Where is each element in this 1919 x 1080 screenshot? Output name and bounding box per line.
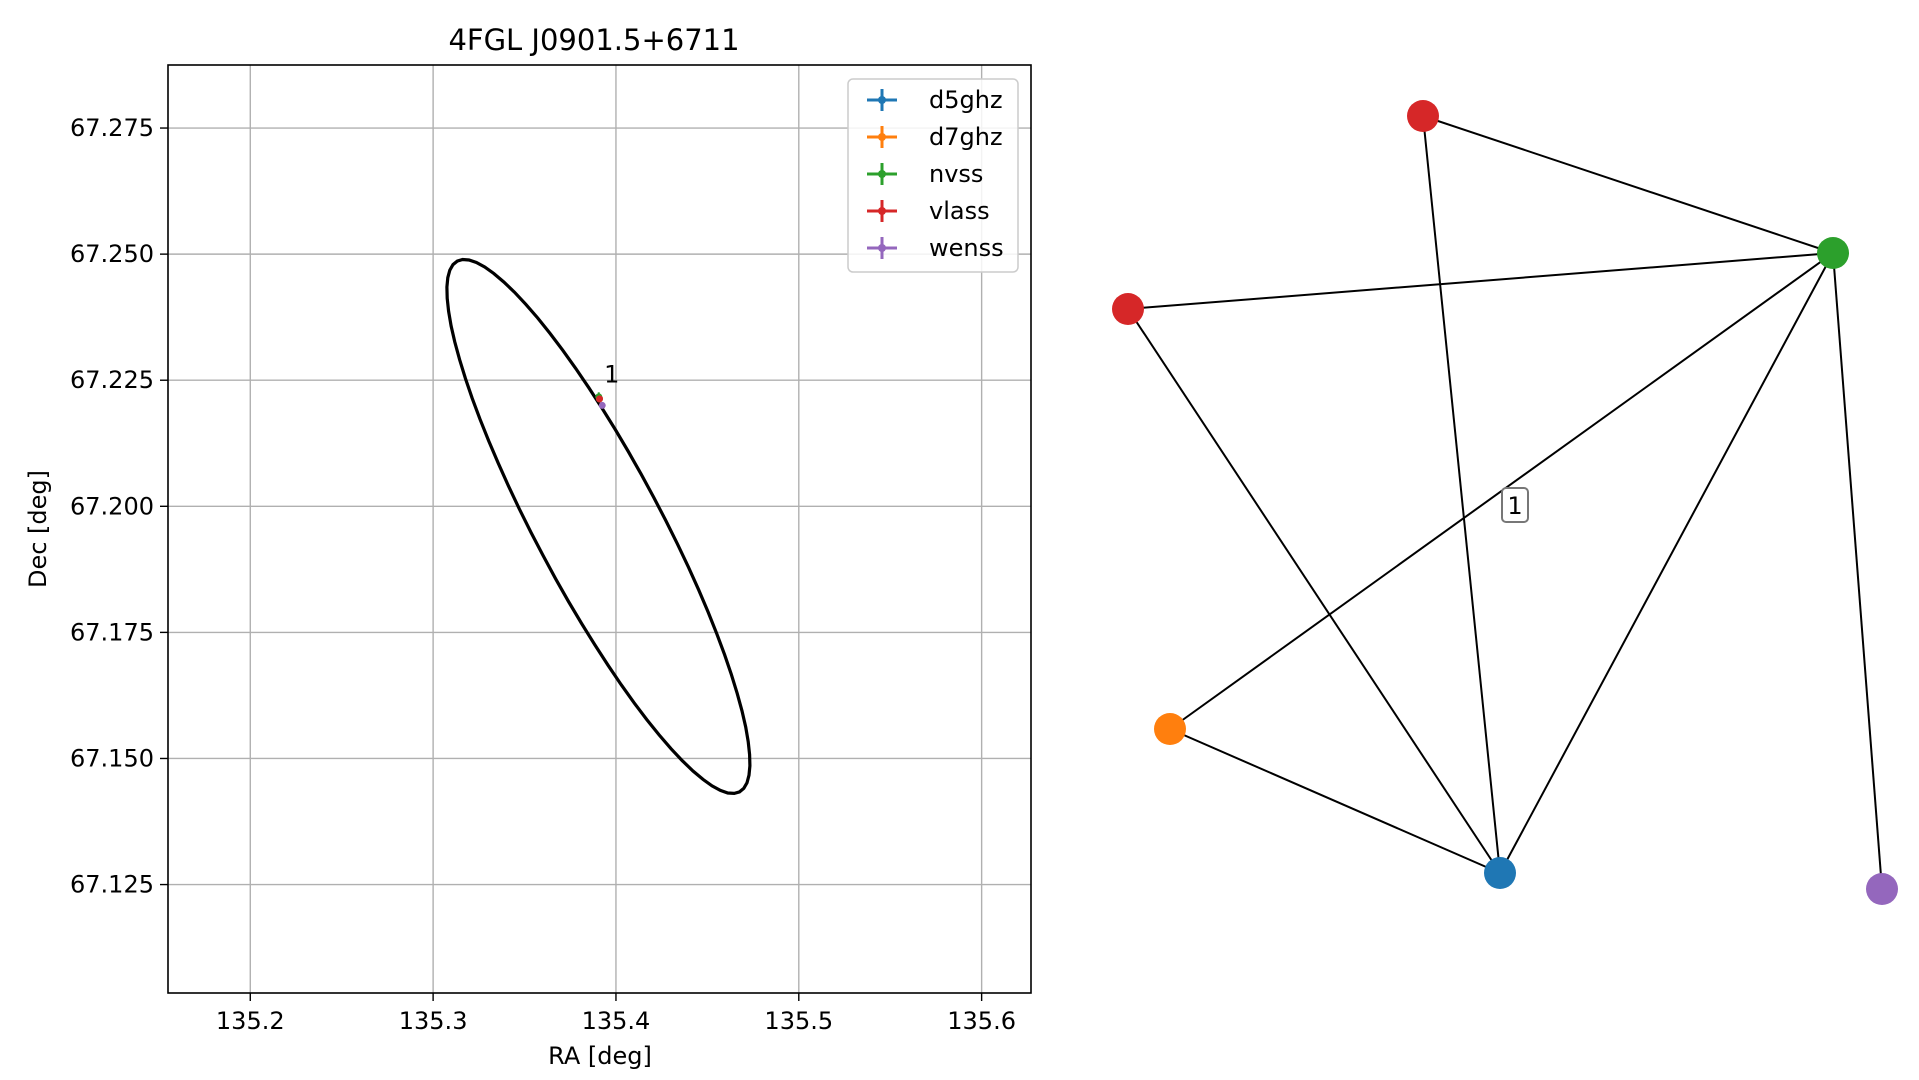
legend-label: d7ghz [929,123,1003,151]
edge-n-red-left-n-blue [1127,308,1501,874]
y-tick-label: 67.175 [70,618,154,646]
edge-n-blue-n-green [1499,252,1834,874]
node-n-blue [1484,857,1516,889]
legend-label: d5ghz [929,86,1003,114]
legend-entry-d5ghz: d5ghz [867,86,1003,114]
y-tick-label: 67.225 [70,366,154,394]
edge-n-green-n-purple [1832,252,1883,890]
legend-box [847,78,1019,273]
graph-nodes [1112,100,1898,905]
legend-swatch-dot [878,96,886,104]
legend-entry-nvss: nvss [867,160,983,188]
network-graph: 1 [1112,100,1898,905]
y-tick-label: 67.250 [70,240,154,268]
x-tick-label: 135.4 [582,1007,651,1035]
legend-entry-vlass: vlass [867,197,990,225]
edge-label-box [1501,487,1529,523]
x-tick-label: 135.2 [216,1007,285,1035]
legend-swatch-dot [878,170,886,178]
y-axis-ticks: 67.125 67.150 67.175 67.200 67.225 67.250 67.2… [70,114,168,899]
y-tick-label: 67.200 [70,492,154,520]
legend-label: nvss [929,160,983,188]
x-axis-label: RA [deg] [548,1042,652,1070]
plot-title: 4FGL J0901.5+6711 [448,23,739,57]
point-wenss [598,401,606,409]
y-tick-label: 67.275 [70,114,154,142]
legend-swatch-dot [878,244,886,252]
edge-label-text: 1 [1507,492,1522,520]
node-n-green [1817,237,1849,269]
annotations: 1 [604,361,619,389]
legend-label: vlass [929,197,990,225]
edge-n-orange-n-blue [1169,728,1501,874]
node-n-orange [1154,713,1186,745]
node-n-red-top [1407,100,1439,132]
legend-entries: d5ghz d7ghz nvss vlass wenss [867,86,1004,262]
legend-entry-d7ghz: d7ghz [867,123,1003,151]
edge-label: 1 [1501,487,1529,523]
point-annotation: 1 [604,361,619,389]
legend-swatch-dot [878,207,886,215]
point-vlass [596,395,603,403]
error-ellipse [445,257,752,796]
legend-label: wenss [929,234,1004,262]
uncertainty-ellipse [445,257,752,796]
y-axis-label: Dec [deg] [24,470,52,588]
graph-edges [1127,115,1883,890]
legend-swatch-dot [878,133,886,141]
node-n-purple [1866,873,1898,905]
x-axis-ticks: 135.2 135.3 135.4 135.5 135.6 [216,993,1016,1035]
x-tick-label: 135.3 [399,1007,468,1035]
edge-n-red-top-n-green [1422,115,1834,254]
x-tick-label: 135.5 [764,1007,833,1035]
legend: d5ghz d7ghz nvss vlass wenss [847,78,1019,273]
marker [596,395,603,403]
legend-entry-wenss: wenss [867,234,1004,262]
position-scatter-plot: 4FGL J0901.5+6711 1 135.2 135.3 135.4 135.5… [24,23,1032,1070]
edge-n-red-left-n-green [1127,252,1834,310]
y-tick-label: 67.125 [70,871,154,899]
data-points [595,392,606,409]
y-tick-label: 67.150 [70,744,154,772]
x-tick-label: 135.6 [947,1007,1016,1035]
node-n-red-left [1112,293,1144,325]
edge-n-red-top-n-blue [1422,115,1501,874]
marker [598,401,606,409]
axes-frame [167,64,1032,994]
